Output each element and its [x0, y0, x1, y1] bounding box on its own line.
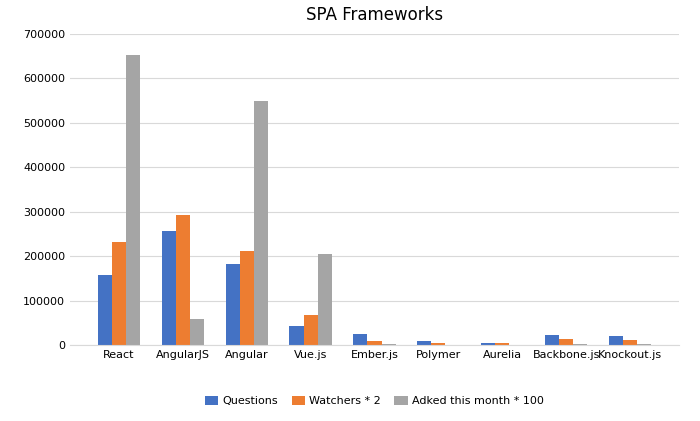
- Bar: [225, 264, 239, 345]
- Bar: [609, 336, 623, 345]
- Bar: [304, 315, 318, 345]
- Bar: [431, 343, 445, 345]
- Bar: [545, 336, 559, 345]
- Title: SPA Frameworks: SPA Frameworks: [306, 6, 443, 24]
- Bar: [126, 55, 140, 345]
- Bar: [368, 341, 382, 345]
- Bar: [559, 339, 573, 345]
- Bar: [482, 343, 496, 345]
- Bar: [98, 275, 112, 345]
- Bar: [318, 253, 332, 345]
- Bar: [290, 325, 304, 345]
- Legend: Questions, Watchers * 2, Adked this month * 100: Questions, Watchers * 2, Adked this mont…: [200, 391, 549, 410]
- Bar: [496, 343, 510, 345]
- Bar: [112, 242, 126, 345]
- Bar: [417, 341, 431, 345]
- Bar: [354, 334, 368, 345]
- Bar: [162, 231, 176, 345]
- Bar: [253, 101, 267, 345]
- Bar: [190, 319, 204, 345]
- Bar: [637, 344, 651, 345]
- Bar: [239, 251, 253, 345]
- Bar: [623, 340, 637, 345]
- Bar: [382, 344, 395, 345]
- Bar: [176, 215, 190, 345]
- Bar: [573, 344, 587, 345]
